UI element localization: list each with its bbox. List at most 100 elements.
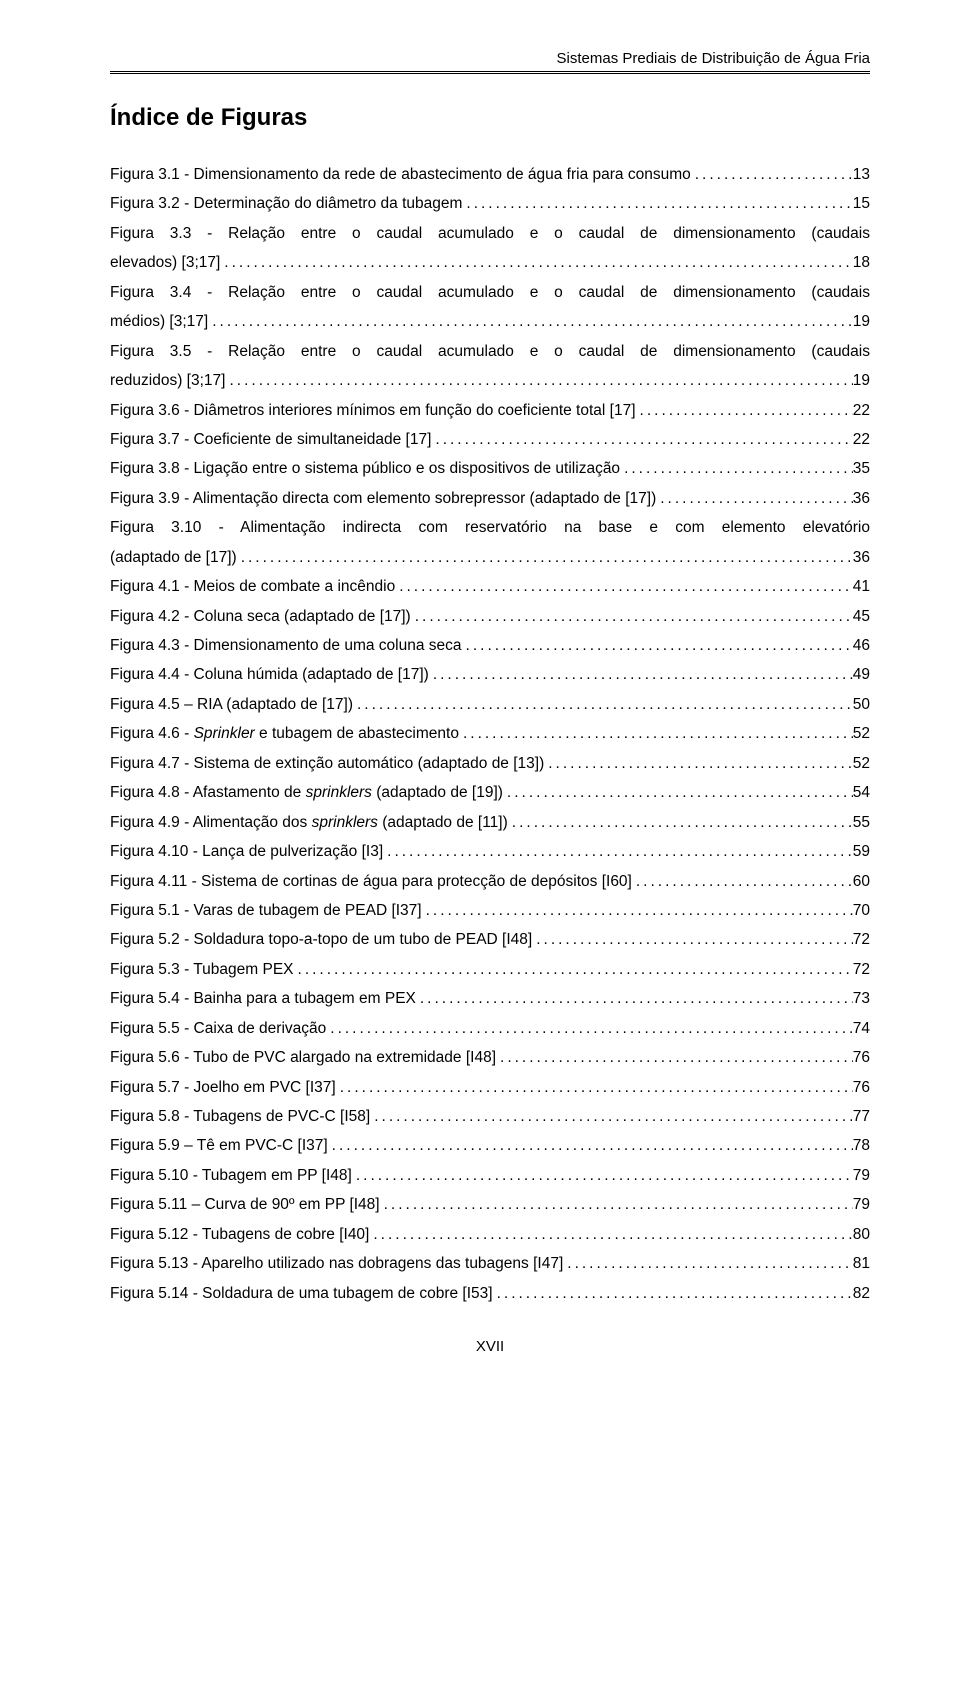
toc-page-number: 54 xyxy=(853,778,870,807)
toc-page-number: 72 xyxy=(853,955,870,984)
toc-leader-dots xyxy=(429,660,853,689)
toc-page-number: 50 xyxy=(853,690,870,719)
toc-entry-line: Figura 3.10 - Alimentação indirecta com … xyxy=(110,513,870,542)
toc-leader-dots xyxy=(294,955,853,984)
toc-entry: Figura 5.4 - Bainha para a tubagem em PE… xyxy=(110,984,870,1013)
toc-label: Figura 5.6 - Tubo de PVC alargado na ext… xyxy=(110,1043,496,1072)
toc-page-number: 74 xyxy=(853,1014,870,1043)
toc-label: Figura 5.11 – Curva de 90º em PP [I48] xyxy=(110,1190,380,1219)
toc-label: Figura 4.6 - Sprinkler e tubagem de abas… xyxy=(110,719,459,748)
toc-entry: Figura 5.2 - Soldadura topo-a-topo de um… xyxy=(110,925,870,954)
running-header: Sistemas Prediais de Distribuição de Águ… xyxy=(110,50,870,74)
toc-entry: Figura 4.7 - Sistema de extinção automát… xyxy=(110,749,870,778)
toc-page-number: 19 xyxy=(853,307,870,336)
toc-leader-dots xyxy=(503,778,853,807)
toc-page-number: 36 xyxy=(853,484,870,513)
toc-label: Figura 4.5 – RIA (adaptado de [17]) xyxy=(110,690,353,719)
toc-entry-line: Figura 3.4 - Relação entre o caudal acum… xyxy=(110,278,870,307)
toc-entry: Figura 5.7 - Joelho em PVC [I37] 76 xyxy=(110,1073,870,1102)
toc-page-number: 49 xyxy=(853,660,870,689)
toc-leader-dots xyxy=(636,396,853,425)
toc-label: Figura 3.9 - Alimentação directa com ele… xyxy=(110,484,656,513)
toc-page-number: 79 xyxy=(853,1190,870,1219)
section-heading: Índice de Figuras xyxy=(110,104,870,132)
toc-label: Figura 5.14 - Soldadura de uma tubagem d… xyxy=(110,1279,493,1308)
toc-entry: Figura 3.7 - Coeficiente de simultaneida… xyxy=(110,425,870,454)
toc-leader-dots xyxy=(656,484,853,513)
toc-leader-dots xyxy=(422,896,853,925)
toc-entry: elevados) [3;17] 18 xyxy=(110,248,870,277)
toc-label: Figura 4.7 - Sistema de extinção automát… xyxy=(110,749,544,778)
toc-entry: Figura 5.3 - Tubagem PEX 72 xyxy=(110,955,870,984)
toc-leader-dots xyxy=(208,307,853,336)
toc-page-number: 13 xyxy=(853,160,870,189)
toc-entry: Figura 5.9 – Tê em PVC-C [I37] 78 xyxy=(110,1131,870,1160)
toc-entry: Figura 4.11 - Sistema de cortinas de águ… xyxy=(110,867,870,896)
toc-leader-dots xyxy=(563,1249,852,1278)
toc-entry: Figura 5.1 - Varas de tubagem de PEAD [I… xyxy=(110,896,870,925)
toc-leader-dots xyxy=(383,837,853,866)
toc-entry: Figura 4.8 - Afastamento de sprinklers (… xyxy=(110,778,870,807)
toc-label: Figura 5.8 - Tubagens de PVC-C [I58] xyxy=(110,1102,370,1131)
toc-label: reduzidos) [3;17] xyxy=(110,366,225,395)
toc-entry: Figura 5.8 - Tubagens de PVC-C [I58] 77 xyxy=(110,1102,870,1131)
toc-page-number: 22 xyxy=(853,396,870,425)
toc-leader-dots xyxy=(220,248,852,277)
toc-label: Figura 5.13 - Aparelho utilizado nas dob… xyxy=(110,1249,563,1278)
toc-leader-dots xyxy=(370,1102,853,1131)
toc-page-number: 19 xyxy=(853,366,870,395)
toc-label: Figura 3.7 - Coeficiente de simultaneida… xyxy=(110,425,431,454)
toc-label: Figura 4.3 - Dimensionamento de uma colu… xyxy=(110,631,462,660)
toc-leader-dots xyxy=(532,925,853,954)
toc-entry: Figura 4.4 - Coluna húmida (adaptado de … xyxy=(110,660,870,689)
table-of-contents: Figura 3.1 - Dimensionamento da rede de … xyxy=(110,160,870,1308)
toc-entry: (adaptado de [17]) 36 xyxy=(110,543,870,572)
toc-page-number: 80 xyxy=(853,1220,870,1249)
toc-page-number: 73 xyxy=(853,984,870,1013)
toc-label: Figura 4.8 - Afastamento de sprinklers (… xyxy=(110,778,503,807)
toc-entry: Figura 5.10 - Tubagem em PP [I48] 79 xyxy=(110,1161,870,1190)
page-footer: XVII xyxy=(110,1338,870,1355)
toc-entry: Figura 3.8 - Ligação entre o sistema púb… xyxy=(110,454,870,483)
toc-entry: Figura 4.1 - Meios de combate a incêndio… xyxy=(110,572,870,601)
toc-leader-dots xyxy=(380,1190,853,1219)
toc-label: Figura 3.1 - Dimensionamento da rede de … xyxy=(110,160,691,189)
toc-page-number: 52 xyxy=(853,749,870,778)
toc-entry: Figura 4.9 - Alimentação dos sprinklers … xyxy=(110,808,870,837)
toc-label: Figura 5.10 - Tubagem em PP [I48] xyxy=(110,1161,352,1190)
toc-page-number: 18 xyxy=(853,248,870,277)
toc-label: Figura 4.9 - Alimentação dos sprinklers … xyxy=(110,808,508,837)
toc-label: Figura 4.4 - Coluna húmida (adaptado de … xyxy=(110,660,429,689)
toc-entry: Figura 4.3 - Dimensionamento de uma colu… xyxy=(110,631,870,660)
toc-label: Figura 5.2 - Soldadura topo-a-topo de um… xyxy=(110,925,532,954)
toc-leader-dots xyxy=(544,749,853,778)
toc-page-number: 78 xyxy=(853,1131,870,1160)
toc-label: Figura 4.2 - Coluna seca (adaptado de [1… xyxy=(110,602,411,631)
toc-leader-dots xyxy=(326,1014,852,1043)
toc-page-number: 77 xyxy=(853,1102,870,1131)
toc-entry: Figura 3.1 - Dimensionamento da rede de … xyxy=(110,160,870,189)
toc-label: elevados) [3;17] xyxy=(110,248,220,277)
toc-page-number: 79 xyxy=(853,1161,870,1190)
toc-label: Figura 4.11 - Sistema de cortinas de águ… xyxy=(110,867,632,896)
toc-leader-dots xyxy=(237,543,853,572)
toc-label: Figura 5.1 - Varas de tubagem de PEAD [I… xyxy=(110,896,422,925)
toc-entry: Figura 3.6 - Diâmetros interiores mínimo… xyxy=(110,396,870,425)
toc-leader-dots xyxy=(493,1279,853,1308)
toc-entry: Figura 5.6 - Tubo de PVC alargado na ext… xyxy=(110,1043,870,1072)
toc-page-number: 36 xyxy=(853,543,870,572)
toc-label: Figura 5.9 – Tê em PVC-C [I37] xyxy=(110,1131,328,1160)
toc-leader-dots xyxy=(496,1043,853,1072)
toc-label: Figura 4.10 - Lança de pulverização [I3] xyxy=(110,837,383,866)
toc-page-number: 82 xyxy=(853,1279,870,1308)
toc-label: (adaptado de [17]) xyxy=(110,543,237,572)
toc-entry: Figura 5.11 – Curva de 90º em PP [I48] 7… xyxy=(110,1190,870,1219)
toc-label: Figura 5.5 - Caixa de derivação xyxy=(110,1014,326,1043)
toc-entry-line: Figura 3.3 - Relação entre o caudal acum… xyxy=(110,219,870,248)
toc-label: Figura 5.12 - Tubagens de cobre [I40] xyxy=(110,1220,369,1249)
toc-leader-dots xyxy=(431,425,852,454)
toc-page-number: 55 xyxy=(853,808,870,837)
toc-leader-dots xyxy=(225,366,852,395)
toc-page-number: 15 xyxy=(853,189,870,218)
toc-page-number: 81 xyxy=(853,1249,870,1278)
